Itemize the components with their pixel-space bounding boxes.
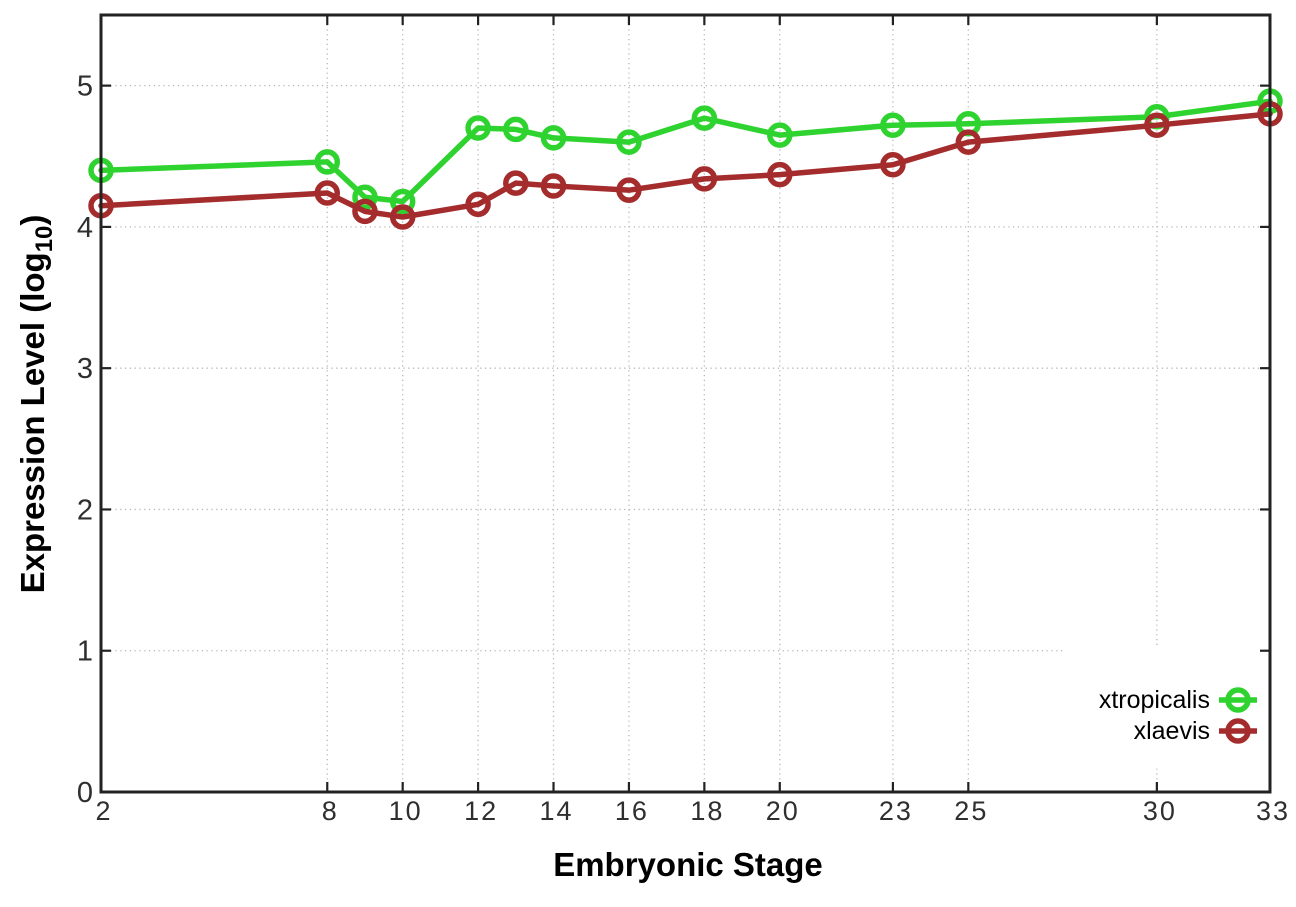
legend: xtropicalis xlaevis <box>1064 646 1260 768</box>
x-tick-label-20: 20 <box>766 796 800 826</box>
x-tick-label-10: 10 <box>389 796 423 826</box>
legend-marker-point-xtropicalis <box>1225 687 1251 713</box>
y-axis-title-subscript: 10 <box>31 226 58 253</box>
point-xtropicalis-stage-13 <box>503 116 529 143</box>
point-xtropicalis-stage-23 <box>880 112 906 138</box>
plot-frame-and-ticks <box>99 13 1272 794</box>
point-xtropicalis-stage-14 <box>540 125 567 151</box>
point-xlaevis-stage-16 <box>616 177 642 203</box>
y-tick-label-5: 5 <box>77 71 93 103</box>
point-xlaevis-stage-20 <box>767 161 793 188</box>
x-tick-label-33: 33 <box>1256 796 1290 826</box>
point-xlaevis-stage-13 <box>503 170 529 196</box>
point-xlaevis-stage-23 <box>880 151 906 178</box>
x-tick-label-8: 8 <box>322 796 339 826</box>
legend-marker-point-xlaevis <box>1225 718 1251 744</box>
x-tick-label-25: 25 <box>954 796 988 826</box>
point-xlaevis-stage-30 <box>1144 112 1170 138</box>
legend-item-xtropicalis: xtropicalis <box>1099 686 1257 714</box>
x-tick-label-30: 30 <box>1143 796 1177 826</box>
point-xtropicalis-stage-8 <box>314 149 341 175</box>
x-tick-label-14: 14 <box>539 796 573 826</box>
y-axis-title-main: Expression Level (log <box>14 252 51 593</box>
legend-item-xlaevis: xlaevis <box>1134 717 1257 745</box>
x-tick-label-2: 2 <box>95 796 112 826</box>
y-tick-label-4: 4 <box>77 212 93 244</box>
legend-label-xtropicalis: xtropicalis <box>1099 686 1210 714</box>
point-xtropicalis-stage-16 <box>616 129 642 155</box>
x-tick-label-16: 16 <box>615 796 649 826</box>
plot-frame <box>99 13 1272 794</box>
point-xtropicalis-stage-10 <box>389 188 416 215</box>
point-xlaevis-stage-8 <box>314 180 341 206</box>
legend-background <box>1064 646 1260 768</box>
x-tick-label-18: 18 <box>690 796 724 826</box>
point-xlaevis-stage-14 <box>540 173 567 199</box>
y-tick-label-3: 3 <box>77 353 93 385</box>
point-xlaevis-stage-10 <box>389 204 416 230</box>
point-xlaevis-stage-12 <box>465 191 491 218</box>
x-tick-label-23: 23 <box>879 796 913 826</box>
x-tick-label-12: 12 <box>464 796 498 826</box>
point-xlaevis-stage-9 <box>352 198 378 225</box>
point-xtropicalis-stage-9 <box>352 184 378 210</box>
x-axis-title: Embryonic Stage <box>553 846 823 883</box>
series-line-xtropicalis <box>98 98 1273 205</box>
y-tick-label-2: 2 <box>77 494 93 526</box>
point-xlaevis-stage-18 <box>691 166 718 192</box>
point-xtropicalis-stage-12 <box>465 115 491 141</box>
series-line-xlaevis <box>98 111 1273 220</box>
point-xtropicalis-stage-20 <box>767 122 793 148</box>
y-tick-label-1: 1 <box>77 636 93 668</box>
point-xtropicalis-stage-18 <box>691 105 718 131</box>
y-axis-title: Expression Level (log10) <box>14 215 58 594</box>
y-axis-title-end: ) <box>14 215 51 226</box>
series-layer <box>88 88 1283 230</box>
legend-label-xlaevis: xlaevis <box>1134 717 1210 745</box>
point-xlaevis-stage-25 <box>955 129 982 155</box>
series-xtropicalis <box>88 88 1283 215</box>
y-tick-label-0: 0 <box>77 777 93 809</box>
